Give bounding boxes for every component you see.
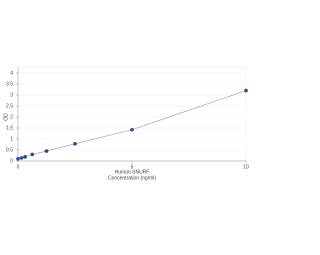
- data-point: [130, 127, 134, 132]
- y-tick-label: 3: [10, 92, 13, 98]
- x-axis-label: Concentration (ng/ml): [108, 175, 156, 181]
- y-tick-label: 1.5: [6, 125, 13, 131]
- y-tick-label: 2.5: [6, 103, 13, 109]
- data-point: [16, 157, 20, 161]
- y-tick-label: 3.5: [6, 81, 13, 87]
- y-tick-label: 1: [10, 136, 13, 142]
- plot-area: [17, 66, 247, 162]
- y-tick-label: 2: [10, 114, 13, 120]
- y-axis-label: OD: [3, 113, 9, 121]
- data-point: [73, 142, 77, 146]
- y-tick-label: 0.5: [6, 147, 13, 153]
- data-point: [44, 149, 49, 153]
- data-point: [23, 155, 27, 159]
- x-tick-label: 10: [243, 164, 249, 170]
- y-tick-label: 0: [10, 158, 13, 164]
- x-tick-label: 5: [131, 164, 134, 170]
- x-axis-label: Human SNURF: [115, 169, 150, 175]
- chart: OD Human SNURF Concentration (ng/ml) 0 0.…: [3, 66, 249, 181]
- x-tick-label: 0: [17, 164, 20, 170]
- data-point: [244, 88, 248, 93]
- data-point: [19, 156, 24, 160]
- data-point: [30, 152, 35, 157]
- y-tick-label: 4: [10, 70, 13, 76]
